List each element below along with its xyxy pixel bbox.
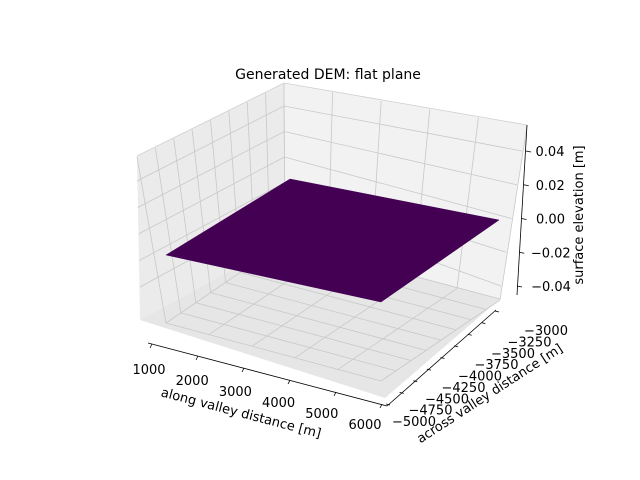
- x-tick-mark: [195, 355, 199, 361]
- y-tick-label: −3250: [508, 335, 552, 350]
- z-tick-label: 0.04: [536, 145, 565, 160]
- x-tick-label: 2000: [176, 374, 209, 389]
- y-gridline-side: [173, 138, 197, 303]
- chart-title: Generated DEM: flat plane: [235, 67, 421, 83]
- y-tick-mark: [399, 391, 404, 394]
- y-tick-mark: [454, 345, 459, 348]
- x-tick-label: 1000: [132, 363, 165, 378]
- y-gridline: [180, 312, 396, 372]
- x-tick-label: 5000: [305, 407, 338, 422]
- x-tick-mark: [149, 343, 153, 349]
- z-tick-mark: [525, 150, 532, 153]
- y-gridline-side: [136, 156, 167, 324]
- y-tick-label: −3000: [524, 324, 568, 339]
- dem-surface: [165, 178, 500, 303]
- y-tick-label: −5000: [392, 415, 436, 430]
- y-gridline-side: [154, 147, 182, 313]
- y-tick-label: −3750: [475, 358, 519, 373]
- x-tick-label: 4000: [262, 396, 295, 411]
- z-tick-mark: [516, 285, 523, 288]
- x-axis-line: [147, 342, 388, 407]
- x-tick-label: 3000: [219, 385, 252, 400]
- z-tick-mark: [523, 184, 529, 187]
- z-tick-label: 0.00: [536, 213, 565, 228]
- x-tick-mark: [241, 367, 245, 373]
- y-tick-label: −3500: [491, 347, 535, 362]
- x-gridline-back: [456, 117, 479, 289]
- y-gridline: [210, 292, 426, 351]
- y-tick-label: −4250: [442, 381, 486, 396]
- z-tick-label: 0.02: [536, 179, 565, 194]
- x-gridline: [380, 299, 501, 382]
- y-tick-mark: [440, 357, 445, 359]
- y-tick-mark: [481, 322, 486, 325]
- x-tick-mark: [287, 379, 291, 385]
- y-tick-mark: [426, 368, 431, 371]
- z-tick-mark: [521, 218, 527, 220]
- y-tick-mark: [413, 380, 418, 383]
- y-gridline: [240, 271, 456, 331]
- y-gridline: [165, 322, 382, 382]
- y-tick-mark: [385, 403, 391, 406]
- y-tick-mark: [467, 333, 472, 336]
- y-tick-label: −4750: [409, 404, 453, 419]
- z-axis-line: [516, 124, 528, 296]
- z-tick-label: −0.02: [531, 246, 571, 261]
- x-gridline-back: [499, 125, 528, 301]
- z-tick-label: −0.04: [531, 280, 571, 295]
- x-tick-mark: [333, 391, 337, 397]
- z-axis-label: surface elevation [m]: [572, 145, 587, 284]
- y-tick-label: −4500: [425, 392, 469, 407]
- x-tick-mark: [379, 403, 383, 409]
- y-tick-label: −4000: [458, 370, 502, 385]
- y-gridline: [195, 302, 411, 361]
- y-gridline-side: [191, 129, 212, 293]
- x-tick-label: 6000: [348, 418, 381, 433]
- y-gridline: [225, 282, 441, 341]
- y-tick-mark: [494, 310, 500, 313]
- z-tick-mark: [519, 251, 525, 254]
